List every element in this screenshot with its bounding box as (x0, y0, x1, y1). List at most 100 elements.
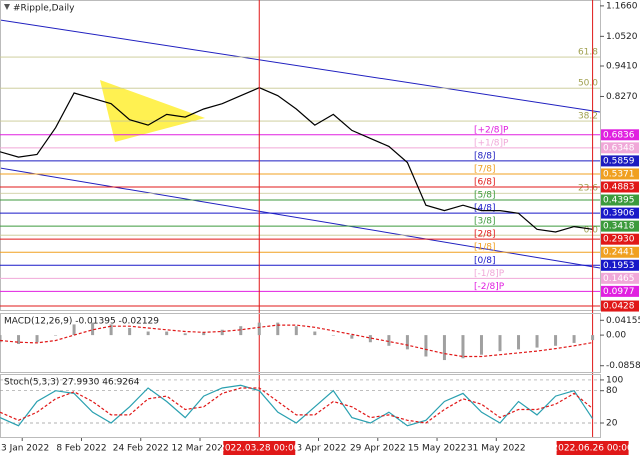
level-name: [5/8] (474, 191, 496, 201)
panel-frame (0, 374, 601, 438)
level-name: [-2/8]P (474, 282, 505, 292)
panel-title: Stoch(5,3,3) 27.9930 46.9264 (4, 378, 140, 388)
y-tick-label: 0.8270 (606, 92, 638, 102)
triangle-pattern (100, 80, 205, 142)
histogram-bar (276, 322, 280, 336)
level-name: [2/8] (474, 230, 496, 240)
level-name: [+1/8]P (474, 138, 509, 148)
level-price-label: 0.6836 (603, 130, 635, 140)
histogram-bar (257, 322, 261, 336)
histogram-bar (461, 335, 465, 359)
level-price-label: 0.4395 (603, 196, 635, 206)
level-price-label: 0.3906 (603, 209, 635, 219)
level-name: [0/8] (474, 256, 496, 266)
level-price-label: 0.1465 (603, 274, 635, 284)
level-price-box (601, 246, 639, 258)
histogram-bar (202, 332, 206, 336)
histogram-bar (442, 335, 446, 361)
level-price-box (601, 129, 639, 141)
level-name: [3/8] (474, 217, 496, 227)
x-tick-label: 31 May 2022 (467, 444, 526, 454)
level-name: [4/8] (474, 204, 496, 214)
histogram-bar (554, 335, 558, 346)
level-price-label: 0.4883 (603, 182, 635, 192)
histogram-bar (220, 329, 224, 336)
histogram-bar (517, 335, 521, 350)
histogram-bar (535, 335, 539, 348)
channel-upper (0, 19, 601, 113)
fibo-label: 38.2 (578, 112, 598, 122)
histogram-bar (54, 335, 58, 336)
level-price-box (601, 168, 639, 180)
level-price-box (601, 233, 639, 245)
histogram-bar (424, 335, 428, 357)
x-tick-label: 13 Apr 2022 (291, 444, 347, 454)
histogram-bar (294, 326, 298, 336)
x-tick-label: 24 Feb 2022 (113, 444, 169, 454)
level-price-label: 0.6348 (603, 143, 635, 153)
level-price-box (601, 194, 639, 206)
histogram-bar (387, 335, 391, 346)
y-tick-label: 80 (606, 386, 618, 396)
series-line (0, 87, 593, 233)
histogram-bar (165, 331, 169, 336)
level-name: [8/8] (474, 151, 496, 161)
panel-frame (0, 0, 601, 311)
series-line (0, 387, 593, 424)
level-price-box (601, 259, 639, 271)
level-price-label: 0.0977 (603, 287, 635, 297)
level-name: [-1/8]P (474, 269, 505, 279)
histogram-bar (591, 335, 595, 341)
histogram-bar (109, 324, 113, 336)
level-price-label: 0.2930 (603, 235, 635, 245)
x-tick-label: 8 Feb 2022 (56, 444, 106, 454)
level-price-box (601, 220, 639, 232)
x-tick-label: 23 Jan 2022 (0, 444, 49, 454)
x-tick-label: 12 Mar 2022 (171, 444, 228, 454)
level-price-box (601, 142, 639, 154)
marker-label-box (223, 441, 296, 455)
marker-label: 2022.03.28 00:00 (219, 444, 300, 454)
histogram-bar (91, 322, 95, 336)
histogram-bar (331, 335, 335, 336)
histogram-bar (183, 333, 187, 336)
panel-title: #Ripple,Daily (13, 4, 75, 14)
level-price-label: 0.5859 (603, 156, 635, 166)
y-tick-label: 1.0520 (606, 32, 638, 42)
level-name: [6/8] (474, 177, 496, 187)
fibo-label: 23.6 (578, 184, 598, 194)
histogram-bar (128, 327, 132, 336)
level-name: [+2/8]P (474, 125, 509, 135)
x-tick-label: 15 May 2022 (408, 444, 467, 454)
panel-frame (0, 313, 601, 373)
histogram-bar (146, 331, 150, 336)
histogram-bar (479, 335, 483, 355)
level-price-box (601, 300, 639, 312)
level-price-box (601, 285, 639, 297)
y-tick-label: 0.9410 (606, 62, 638, 72)
level-price-label: 0.5371 (603, 169, 635, 179)
series-line (0, 324, 593, 358)
histogram-bar (350, 335, 354, 339)
y-tick-label: 100 (606, 375, 623, 385)
histogram-bar (17, 335, 21, 345)
panel-title: MACD(12,26,9) -0.01395 -0.02129 (4, 317, 159, 327)
histogram-bar (35, 335, 39, 343)
level-price-box (601, 181, 639, 193)
y-tick-label: -0.08587 (606, 361, 640, 371)
level-name: [7/8] (474, 164, 496, 174)
y-tick-label: 1.1660 (606, 1, 638, 11)
level-price-label: 0.2441 (603, 248, 635, 258)
series-line (0, 384, 594, 427)
histogram-bar (313, 331, 317, 336)
level-price-box (601, 155, 639, 167)
fibo-label: 0.0 (584, 226, 599, 236)
level-price-box (601, 207, 639, 219)
level-name: [1/8] (474, 243, 496, 253)
histogram-bar (405, 335, 409, 350)
fibo-label: 50.0 (578, 79, 598, 89)
histogram-bar (0, 335, 2, 343)
channel-lower (0, 167, 601, 269)
